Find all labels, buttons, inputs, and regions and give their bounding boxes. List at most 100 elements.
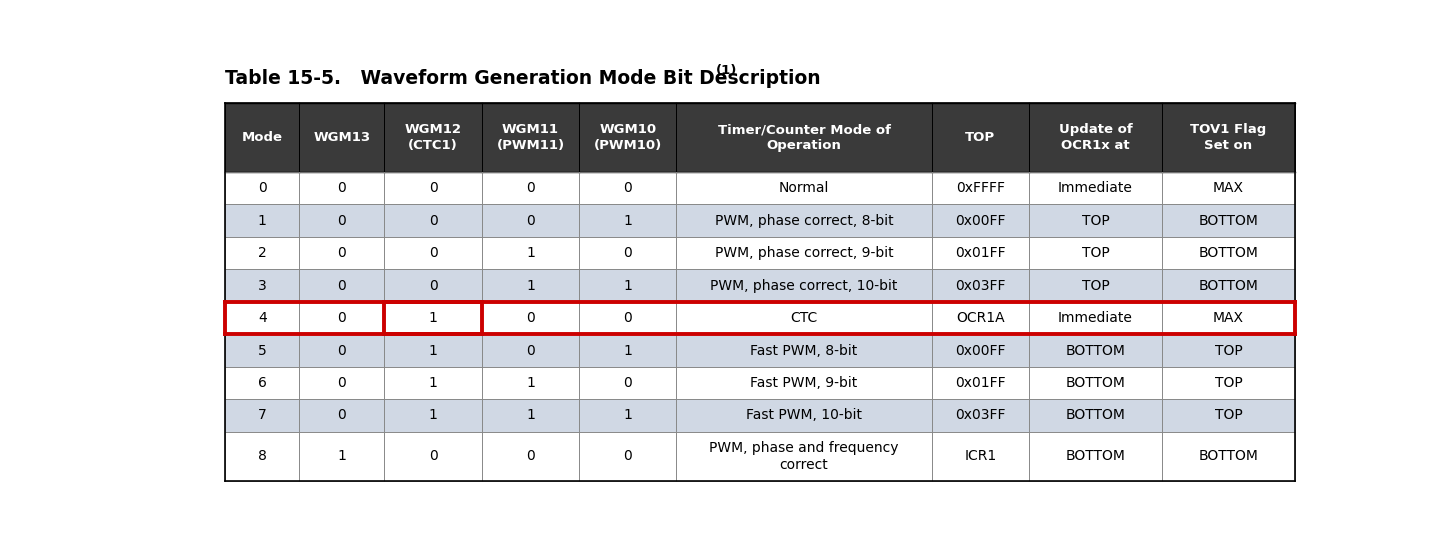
Text: 0: 0 [623, 376, 631, 390]
Bar [299, 237, 384, 269]
Bar [579, 204, 676, 237]
Text: 5: 5 [257, 343, 266, 358]
Bar [579, 302, 676, 334]
Text: TOP: TOP [1082, 278, 1110, 293]
Text: BOTTOM: BOTTOM [1198, 214, 1259, 228]
Text: 0: 0 [623, 449, 631, 463]
Text: 0x00FF: 0x00FF [955, 214, 1006, 228]
Bar [299, 432, 384, 481]
Bar [1162, 334, 1295, 367]
Bar [676, 237, 932, 269]
Text: TOP: TOP [1082, 246, 1110, 260]
Text: 0: 0 [337, 311, 347, 325]
Text: WGM11
(PWM11): WGM11 (PWM11) [497, 123, 565, 152]
Bar [1029, 334, 1162, 367]
Bar [1029, 367, 1162, 399]
Text: 1: 1 [623, 214, 633, 228]
Text: 6: 6 [257, 376, 267, 390]
Text: PWM, phase correct, 9-bit: PWM, phase correct, 9-bit [715, 246, 893, 260]
Bar [676, 399, 932, 432]
Text: BOTTOM: BOTTOM [1065, 343, 1126, 358]
Text: MAX: MAX [1212, 181, 1244, 195]
Bar [481, 237, 579, 269]
Bar [384, 334, 481, 367]
Bar [1162, 399, 1295, 432]
Text: 0: 0 [623, 181, 631, 195]
Text: Fast PWM, 10-bit: Fast PWM, 10-bit [746, 408, 863, 422]
Bar [1029, 204, 1162, 237]
Bar [932, 432, 1029, 481]
Text: 4: 4 [257, 311, 266, 325]
Text: 1: 1 [429, 311, 438, 325]
Text: TOV1 Flag
Set on: TOV1 Flag Set on [1191, 123, 1267, 152]
Bar [384, 367, 481, 399]
Bar [579, 432, 676, 481]
Text: 0: 0 [623, 311, 631, 325]
Bar [579, 399, 676, 432]
Text: 1: 1 [429, 408, 438, 422]
Text: BOTTOM: BOTTOM [1198, 449, 1259, 463]
Bar [1162, 103, 1295, 172]
Text: 0x01FF: 0x01FF [955, 246, 1006, 260]
Bar [1029, 399, 1162, 432]
Bar [225, 334, 299, 367]
Text: CTC: CTC [790, 311, 818, 325]
Text: 0: 0 [429, 214, 438, 228]
Bar [481, 204, 579, 237]
Bar [932, 399, 1029, 432]
Text: TOP: TOP [965, 131, 996, 144]
Bar [225, 204, 299, 237]
Text: WGM12
(CTC1): WGM12 (CTC1) [405, 123, 461, 152]
Text: 0: 0 [526, 214, 535, 228]
Text: BOTTOM: BOTTOM [1065, 408, 1126, 422]
Bar [932, 367, 1029, 399]
Bar [299, 334, 384, 367]
Bar [1162, 302, 1295, 334]
Bar [299, 302, 384, 334]
Text: Table 15-5.   Waveform Generation Mode Bit Description: Table 15-5. Waveform Generation Mode Bit… [225, 69, 821, 88]
Bar [299, 367, 384, 399]
Bar [1162, 204, 1295, 237]
Text: 0x01FF: 0x01FF [955, 376, 1006, 390]
Text: 1: 1 [429, 343, 438, 358]
Bar [299, 399, 384, 432]
Text: WGM10
(PWM10): WGM10 (PWM10) [594, 123, 662, 152]
Text: BOTTOM: BOTTOM [1065, 449, 1126, 463]
Bar [579, 172, 676, 204]
Text: Update of
OCR1x at: Update of OCR1x at [1059, 123, 1133, 152]
Text: BOTTOM: BOTTOM [1065, 376, 1126, 390]
Text: Fast PWM, 9-bit: Fast PWM, 9-bit [750, 376, 858, 390]
Bar [225, 432, 299, 481]
Bar [384, 302, 481, 334]
Bar [299, 103, 384, 172]
Bar [932, 302, 1029, 334]
Text: 1: 1 [526, 408, 535, 422]
Bar [299, 204, 384, 237]
Text: 7: 7 [257, 408, 266, 422]
Bar [579, 237, 676, 269]
Bar [481, 269, 579, 302]
Text: Normal: Normal [779, 181, 829, 195]
Text: TOP: TOP [1215, 376, 1243, 390]
Text: 0: 0 [429, 449, 438, 463]
Bar [676, 334, 932, 367]
Bar [579, 103, 676, 172]
Bar [932, 103, 1029, 172]
Text: 1: 1 [526, 278, 535, 293]
Text: PWM, phase correct, 8-bit: PWM, phase correct, 8-bit [715, 214, 893, 228]
Text: Timer/Counter Mode of
Operation: Timer/Counter Mode of Operation [718, 123, 890, 152]
Bar [579, 367, 676, 399]
Bar [384, 172, 481, 204]
Text: 0: 0 [429, 181, 438, 195]
Bar [1029, 302, 1162, 334]
Bar [384, 269, 481, 302]
Bar [384, 103, 481, 172]
Bar [1162, 237, 1295, 269]
Text: 0: 0 [337, 181, 347, 195]
Bar [225, 172, 299, 204]
Bar [1029, 432, 1162, 481]
Bar [676, 432, 932, 481]
Text: 1: 1 [429, 376, 438, 390]
Bar [676, 302, 932, 334]
Text: 1: 1 [337, 449, 347, 463]
